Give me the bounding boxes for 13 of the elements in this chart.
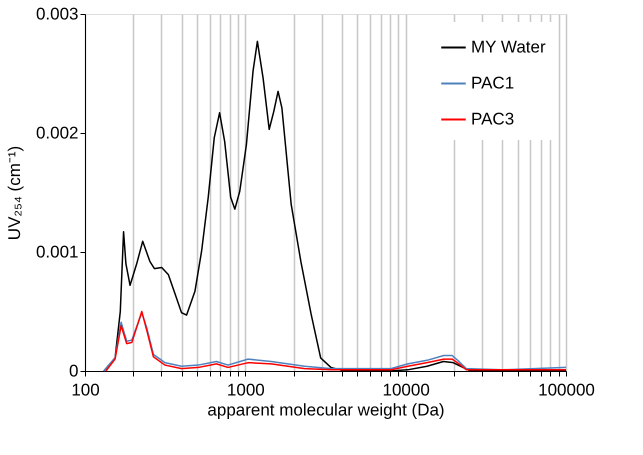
x-axis-title: apparent molecular weight (Da) bbox=[207, 400, 445, 420]
y-axis-title: UV₂₅₄ (cm⁻¹) bbox=[4, 146, 24, 240]
legend-label: PAC1 bbox=[471, 74, 514, 92]
legend-label: PAC3 bbox=[471, 110, 514, 128]
legend-label: MY Water bbox=[471, 38, 546, 56]
x-tick-label: 100 bbox=[71, 380, 100, 400]
x-tick-label: 100000 bbox=[538, 380, 595, 400]
y-tick-label: 0.001 bbox=[36, 242, 78, 262]
y-tick-label: 0.003 bbox=[36, 4, 78, 24]
x-tick-label: 10000 bbox=[382, 380, 430, 400]
y-tick-label: 0.002 bbox=[36, 124, 78, 142]
y-tick-label: 0 bbox=[69, 362, 78, 380]
x-tick-label: 1000 bbox=[226, 380, 265, 400]
